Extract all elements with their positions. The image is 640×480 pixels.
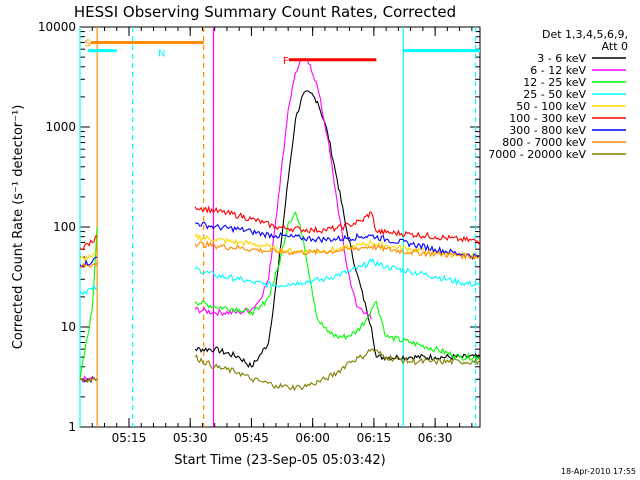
x-tick-label: 05:15 xyxy=(112,431,147,445)
legend-label: 300 - 800 keV xyxy=(509,124,586,137)
series-line-5 xyxy=(79,205,481,251)
series-line-1 xyxy=(79,57,372,384)
x-tick-label: 06:30 xyxy=(418,431,453,445)
series-line-2 xyxy=(79,211,481,380)
y-axis-label: Corrected Count Rate (s⁻¹ detector⁻¹) xyxy=(11,105,26,350)
legend-label: 3 - 6 keV xyxy=(537,52,586,65)
y-tick-label: 100 xyxy=(53,220,76,234)
legend-label: 25 - 50 keV xyxy=(523,88,586,101)
legend-label: 7000 - 20000 keV xyxy=(488,148,586,161)
timestamp: 18-Apr-2010 17:55 xyxy=(561,467,636,476)
chart-title: HESSI Observing Summary Count Rates, Cor… xyxy=(74,3,456,21)
x-axis: 05:15 05:30 05:45 06:00 06:15 06:30 xyxy=(91,27,473,445)
series-line-7 xyxy=(79,240,481,269)
vertical-markers xyxy=(79,27,477,427)
legend-label: 50 - 100 keV xyxy=(516,100,586,113)
x-tick-label: 06:00 xyxy=(295,431,330,445)
flag-label: N xyxy=(158,49,165,60)
y-axis: 1 10 100 1000 10000 xyxy=(38,20,480,434)
legend-label: 100 - 300 keV xyxy=(509,112,586,125)
x-tick-label: 05:30 xyxy=(173,431,208,445)
series-line-6 xyxy=(79,221,481,268)
legend-label: 800 - 7000 keV xyxy=(502,136,586,149)
y-tick-label: 1 xyxy=(68,420,76,434)
legend-label: 12 - 25 keV xyxy=(523,76,586,89)
legend-label: 6 - 12 keV xyxy=(530,64,586,77)
y-tick-label: 10000 xyxy=(38,20,76,34)
legend-header-line1: Det 1,3,4,5,6,9, xyxy=(542,28,628,41)
x-axis-label: Start Time (23-Sep-05 05:03:42) xyxy=(174,453,385,468)
series-layer xyxy=(79,57,481,392)
legend-header-line2: Att 0 xyxy=(602,40,628,53)
series-line-4 xyxy=(79,233,481,263)
y-tick-label: 1000 xyxy=(45,120,76,134)
series-line-8 xyxy=(80,348,481,392)
flag-label: F xyxy=(283,56,289,67)
flag-annotations: S N F xyxy=(84,38,480,67)
y-tick-label: 10 xyxy=(61,320,76,334)
x-tick-label: 05:45 xyxy=(234,431,269,445)
x-tick-label: 06:15 xyxy=(357,431,392,445)
flag-label: S xyxy=(84,38,90,49)
series-line-3 xyxy=(79,257,481,296)
